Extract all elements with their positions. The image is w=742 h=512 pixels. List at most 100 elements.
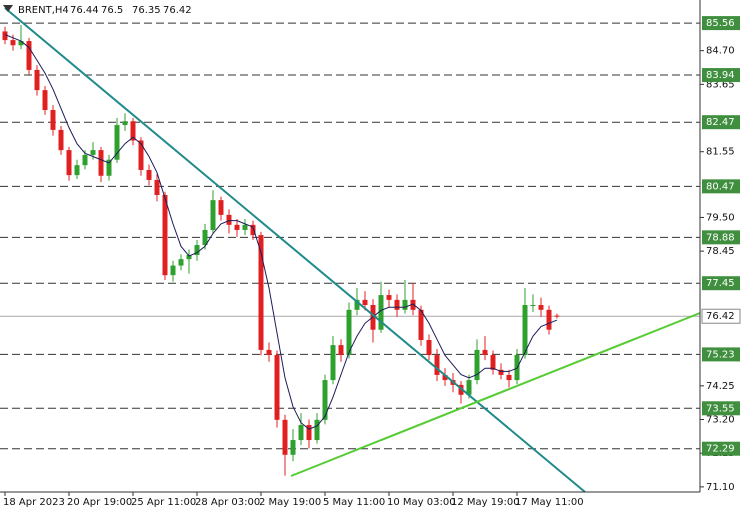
candle-body	[410, 299, 416, 310]
level-label: 82.47	[706, 117, 735, 128]
y-tick-label: 71.10	[706, 482, 735, 493]
level-label-box	[702, 347, 740, 362]
candle-body	[234, 224, 240, 230]
candle-body	[146, 169, 152, 180]
candle-body	[322, 380, 328, 420]
y-tick-label: 79.50	[706, 212, 735, 223]
candle-body	[10, 40, 16, 46]
level-label-box	[702, 276, 740, 291]
candle-body	[258, 235, 264, 350]
candle-body	[498, 369, 504, 375]
level-label: 75.23	[706, 349, 735, 360]
candle-body	[306, 424, 312, 441]
header-close: 76.42	[163, 5, 192, 16]
candle-body	[442, 374, 448, 381]
level-label-box	[702, 441, 740, 456]
header-open: 76.44	[70, 5, 99, 16]
level-label: 80.47	[706, 181, 735, 192]
candle-body	[466, 380, 472, 395]
x-tick-label: 2 May 19:00	[259, 497, 321, 508]
candle-body	[434, 355, 440, 375]
x-tick-label: 17 May 11:00	[515, 497, 584, 508]
candle-body	[162, 195, 168, 276]
candle-body	[482, 349, 488, 356]
candle-body	[106, 159, 112, 176]
x-tick-label: 10 May 03:00	[387, 497, 456, 508]
y-tick-label: 74.25	[706, 381, 735, 392]
candle-body	[338, 345, 344, 356]
candle-body	[242, 224, 248, 230]
candle-body	[202, 229, 208, 246]
candle-body	[506, 374, 512, 381]
candle-body	[138, 140, 144, 170]
level-label: 85.56	[706, 18, 735, 29]
x-tick-label: 25 Apr 11:00	[131, 497, 196, 508]
level-label: 73.55	[706, 403, 735, 414]
candle-body	[218, 200, 224, 215]
x-tick-label: 28 Apr 03:00	[195, 497, 260, 508]
candle-body	[354, 299, 360, 310]
level-label: 78.88	[706, 232, 735, 243]
y-tick-label: 73.20	[706, 415, 735, 426]
moving-average	[4, 34, 558, 430]
level-label-box	[702, 16, 740, 31]
candle-body	[178, 259, 184, 266]
axis: 84.7083.6581.5579.5078.4574.2573.2072.15…	[3, 16, 741, 508]
candle-body	[122, 121, 128, 126]
level-label-box	[702, 230, 740, 245]
down-trendline	[4, 7, 586, 493]
candle-body	[426, 339, 432, 356]
candle-body	[490, 355, 496, 370]
candle-body	[98, 150, 104, 176]
x-tick-label: 20 Apr 19:00	[67, 497, 132, 508]
candle-body	[154, 179, 160, 196]
header-low: 76.35	[132, 5, 161, 16]
candle-body	[226, 214, 232, 225]
level-label: 72.29	[706, 444, 735, 455]
candle-body	[18, 41, 24, 46]
candle-body	[522, 305, 528, 356]
symbol-icon	[3, 5, 13, 12]
y-tick-label: 81.55	[706, 147, 735, 158]
candle-body	[530, 305, 536, 307]
current-price-box	[701, 308, 741, 324]
level-label-box	[702, 401, 740, 416]
y-tick-label: 78.45	[706, 246, 735, 257]
candle-body	[170, 265, 176, 276]
candle-body	[458, 384, 464, 395]
candle-body	[314, 419, 320, 441]
candle-body	[114, 125, 120, 160]
x-tick-label: 5 May 11:00	[323, 497, 385, 508]
header-high: 76.5	[101, 5, 123, 16]
candles	[2, 25, 560, 476]
candle-body	[130, 121, 136, 141]
y-tick-label: 84.70	[706, 46, 735, 57]
candle-body	[66, 150, 72, 176]
y-tick-label: 83.65	[706, 79, 735, 90]
candle-body	[298, 424, 304, 441]
symbol: BRENT,H4	[18, 5, 69, 16]
up-trendline	[290, 312, 701, 477]
candle-body	[74, 165, 80, 176]
candle-body	[554, 315, 560, 317]
candle-body	[362, 299, 368, 306]
candle-body	[58, 129, 64, 151]
candle-body	[186, 254, 192, 260]
candle-body	[274, 355, 280, 420]
candle-body	[546, 309, 552, 330]
candle-body	[386, 295, 392, 300]
candle-body	[90, 150, 96, 155]
candle-body	[266, 349, 272, 356]
candle-body	[250, 224, 256, 236]
candle-body	[378, 295, 384, 330]
level-label-box	[702, 179, 740, 194]
candle-body	[50, 110, 56, 130]
candle-body	[330, 345, 336, 381]
candle-body	[210, 200, 216, 230]
candle-body	[34, 69, 40, 91]
x-tick-label: 18 Apr 2023	[3, 497, 65, 508]
level-label-box	[702, 68, 740, 83]
candle-body	[394, 299, 400, 310]
level-label-box	[702, 115, 740, 130]
